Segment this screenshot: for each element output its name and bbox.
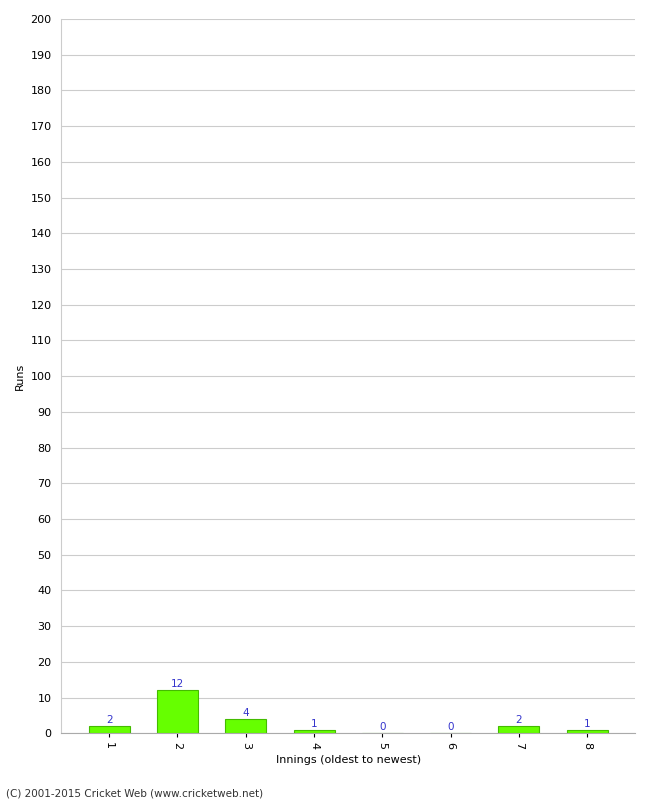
Text: (C) 2001-2015 Cricket Web (www.cricketweb.net): (C) 2001-2015 Cricket Web (www.cricketwe… xyxy=(6,789,264,798)
Text: 4: 4 xyxy=(242,708,249,718)
X-axis label: Innings (oldest to newest): Innings (oldest to newest) xyxy=(276,755,421,765)
Bar xyxy=(226,719,266,734)
Text: 1: 1 xyxy=(311,718,317,729)
Text: 2: 2 xyxy=(515,715,522,725)
Text: 0: 0 xyxy=(447,722,454,732)
Y-axis label: Runs: Runs xyxy=(15,362,25,390)
Bar xyxy=(567,730,608,734)
Bar xyxy=(157,690,198,734)
Bar xyxy=(499,726,540,734)
Text: 12: 12 xyxy=(171,679,184,690)
Bar xyxy=(294,730,335,734)
Text: 2: 2 xyxy=(106,715,112,725)
Text: 0: 0 xyxy=(379,722,385,732)
Bar xyxy=(88,726,130,734)
Text: 1: 1 xyxy=(584,718,590,729)
